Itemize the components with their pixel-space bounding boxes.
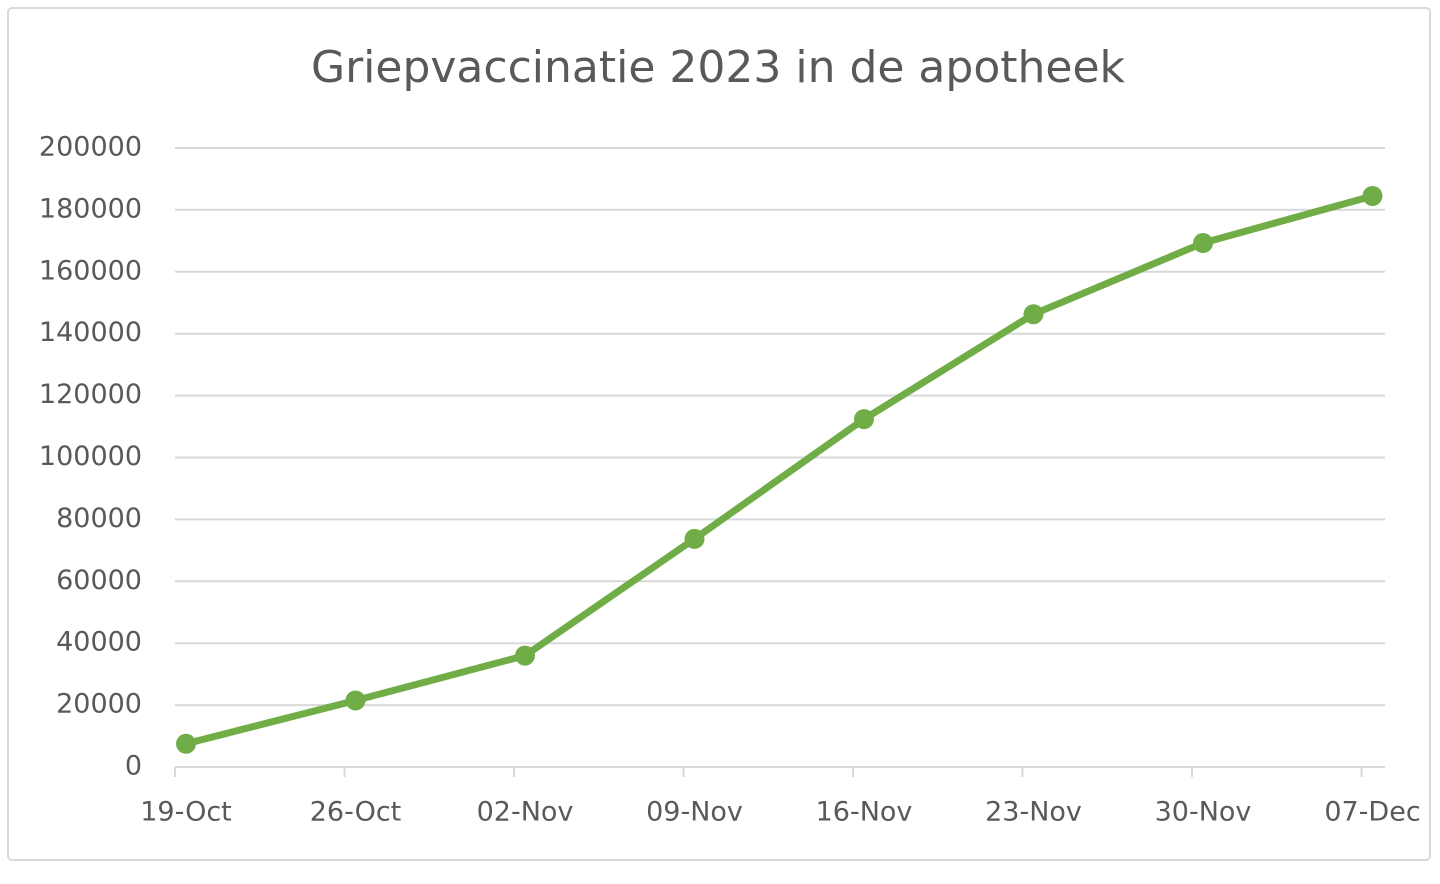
data-point — [854, 409, 874, 430]
y-tick-label: 60000 — [56, 565, 142, 596]
y-tick-label: 100000 — [39, 441, 142, 472]
y-tick-label: 40000 — [56, 627, 142, 658]
y-tick-label: 200000 — [39, 132, 142, 163]
x-tick-label: 02-Nov — [477, 797, 574, 828]
y-tick-label: 140000 — [39, 317, 142, 348]
data-point — [684, 528, 705, 549]
data-point — [515, 645, 535, 666]
data-point — [1193, 233, 1213, 254]
data-line — [185, 192, 1374, 748]
chart-frame — [7, 7, 1431, 861]
data-point — [1023, 304, 1044, 325]
y-tick-label: 80000 — [56, 503, 142, 534]
x-tick-label: 16-Nov — [816, 797, 913, 828]
y-tick-label: 0 — [125, 751, 142, 782]
y-tick-label: 160000 — [39, 255, 142, 286]
x-tick-label: 19-Oct — [140, 797, 232, 828]
chart-title: Griepvaccinatie 2023 in de apotheek — [311, 42, 1126, 93]
x-tick-label: 26-Oct — [310, 797, 402, 828]
data-point — [345, 690, 366, 711]
y-tick-label: 20000 — [56, 689, 142, 720]
x-tick-label: 07-Dec — [1324, 797, 1420, 828]
y-tick-label: 180000 — [39, 193, 142, 224]
x-tick-label: 30-Nov — [1155, 797, 1252, 828]
y-tick-label: 120000 — [39, 379, 142, 410]
data-point — [176, 733, 196, 754]
data-point — [1362, 185, 1383, 206]
x-tick-label: 09-Nov — [646, 797, 743, 828]
x-tick-label: 23-Nov — [985, 797, 1082, 828]
